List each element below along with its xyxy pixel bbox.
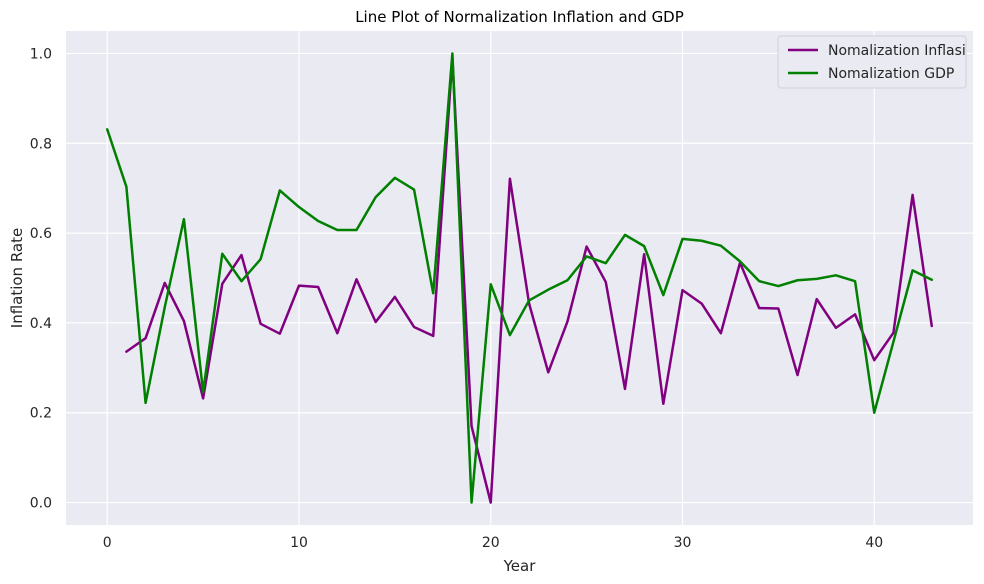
series-line-gdp (105, 52, 934, 504)
y-tick-label: 0.2 (30, 406, 52, 422)
y-tick-label: 0.4 (30, 316, 52, 332)
x-axis-label: Year (503, 557, 537, 575)
x-tick-label: 10 (290, 535, 308, 551)
y-tick-label: 0.0 (30, 496, 52, 512)
legend-label-gdp: Nomalization GDP (828, 66, 954, 82)
x-tick-label: 0 (103, 535, 112, 551)
y-axis-label: Inflation Rate (8, 228, 26, 328)
chart-title: Line Plot of Normalization Inflation and… (355, 8, 684, 26)
x-tick-label: 30 (674, 535, 692, 551)
x-tick-label: 40 (865, 535, 883, 551)
x-tick-label: 20 (482, 535, 500, 551)
legend: Nomalization Inflasi Nomalization GDP (777, 35, 967, 89)
y-tick-label: 0.8 (30, 136, 52, 152)
plot-area-background (66, 31, 973, 525)
tick-labels: 0 10 20 30 40 0.0 0.2 0.4 0.6 0.8 1.0 (30, 46, 883, 551)
series-line-inflasi (125, 56, 934, 504)
y-tick-label: 0.6 (30, 226, 52, 242)
legend-label-inflasi: Nomalization Inflasi (828, 43, 966, 59)
y-tick-label: 1.0 (30, 46, 52, 62)
legend-box (777, 35, 967, 89)
series-lines (105, 52, 934, 504)
